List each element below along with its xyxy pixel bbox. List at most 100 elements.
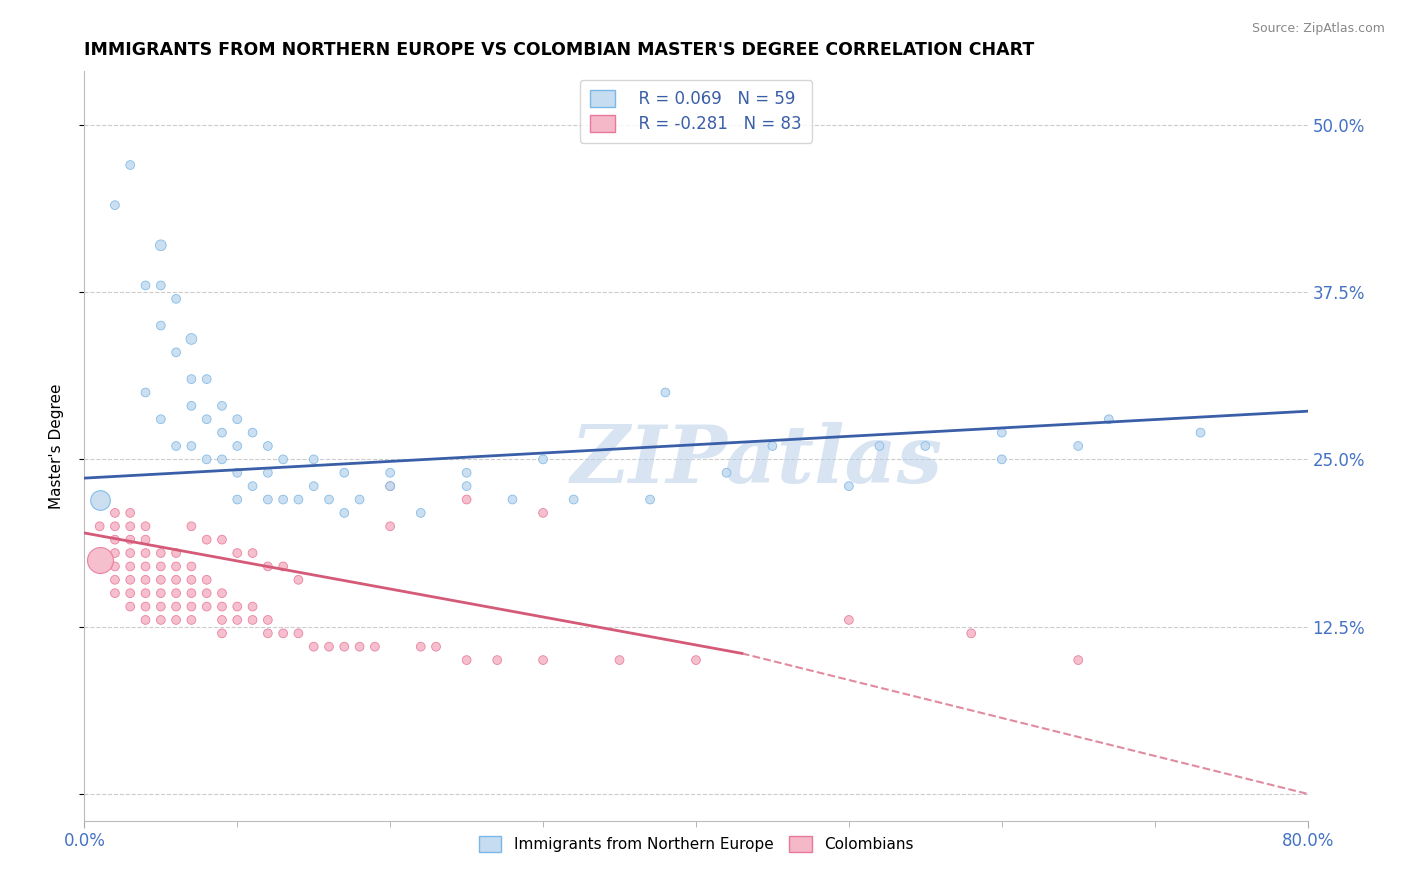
Point	[226, 439, 249, 453]
Point	[149, 599, 172, 614]
Point	[135, 278, 157, 293]
Point	[165, 345, 187, 359]
Point	[609, 653, 631, 667]
Point	[180, 399, 202, 413]
Point	[211, 533, 233, 547]
Point	[195, 533, 218, 547]
Point	[120, 586, 142, 600]
Point	[302, 452, 325, 467]
Point	[302, 479, 325, 493]
Point	[531, 653, 554, 667]
Point	[195, 412, 218, 426]
Point	[180, 573, 202, 587]
Point	[838, 479, 860, 493]
Point	[149, 238, 172, 252]
Point	[257, 559, 280, 574]
Point	[242, 613, 264, 627]
Point	[120, 573, 142, 587]
Point	[638, 492, 661, 507]
Point	[271, 452, 294, 467]
Point	[120, 559, 142, 574]
Point	[211, 599, 233, 614]
Point	[287, 573, 309, 587]
Point	[211, 613, 233, 627]
Text: Source: ZipAtlas.com: Source: ZipAtlas.com	[1251, 22, 1385, 36]
Point	[211, 425, 233, 440]
Point	[120, 533, 142, 547]
Point	[120, 519, 142, 533]
Point	[135, 559, 157, 574]
Point	[914, 439, 936, 453]
Text: ZIPatlas: ZIPatlas	[571, 422, 943, 500]
Point	[211, 452, 233, 467]
Point	[685, 653, 707, 667]
Point	[562, 492, 585, 507]
Point	[838, 613, 860, 627]
Point	[165, 292, 187, 306]
Point	[409, 506, 432, 520]
Point	[257, 492, 280, 507]
Point	[257, 466, 280, 480]
Point	[180, 613, 202, 627]
Point	[531, 506, 554, 520]
Point	[104, 506, 127, 520]
Point	[180, 372, 202, 386]
Point	[242, 479, 264, 493]
Point	[716, 466, 738, 480]
Point	[120, 599, 142, 614]
Point	[104, 533, 127, 547]
Text: IMMIGRANTS FROM NORTHERN EUROPE VS COLOMBIAN MASTER'S DEGREE CORRELATION CHART: IMMIGRANTS FROM NORTHERN EUROPE VS COLOM…	[84, 41, 1035, 59]
Point	[165, 439, 187, 453]
Point	[135, 385, 157, 400]
Point	[502, 492, 524, 507]
Point	[135, 586, 157, 600]
Point	[89, 492, 111, 507]
Point	[104, 586, 127, 600]
Point	[226, 546, 249, 560]
Point	[165, 586, 187, 600]
Point	[149, 573, 172, 587]
Point	[991, 425, 1014, 440]
Point	[1067, 439, 1090, 453]
Point	[195, 599, 218, 614]
Point	[409, 640, 432, 654]
Point	[135, 599, 157, 614]
Point	[318, 640, 340, 654]
Point	[364, 640, 387, 654]
Point	[380, 479, 402, 493]
Point	[349, 640, 371, 654]
Point	[226, 492, 249, 507]
Point	[165, 599, 187, 614]
Point	[135, 573, 157, 587]
Point	[104, 519, 127, 533]
Point	[242, 546, 264, 560]
Point	[257, 439, 280, 453]
Point	[1189, 425, 1212, 440]
Point	[149, 318, 172, 333]
Point	[104, 559, 127, 574]
Point	[226, 412, 249, 426]
Point	[456, 653, 478, 667]
Point	[1098, 412, 1121, 426]
Point	[257, 626, 280, 640]
Point	[135, 546, 157, 560]
Point	[287, 492, 309, 507]
Point	[242, 425, 264, 440]
Point	[165, 613, 187, 627]
Point	[120, 546, 142, 560]
Point	[180, 599, 202, 614]
Point	[120, 506, 142, 520]
Point	[165, 559, 187, 574]
Point	[89, 553, 111, 567]
Point	[257, 613, 280, 627]
Point	[211, 399, 233, 413]
Point	[104, 198, 127, 212]
Point	[531, 452, 554, 467]
Point	[195, 452, 218, 467]
Point	[1067, 653, 1090, 667]
Point	[104, 546, 127, 560]
Point	[149, 613, 172, 627]
Point	[380, 479, 402, 493]
Point	[195, 573, 218, 587]
Point	[149, 546, 172, 560]
